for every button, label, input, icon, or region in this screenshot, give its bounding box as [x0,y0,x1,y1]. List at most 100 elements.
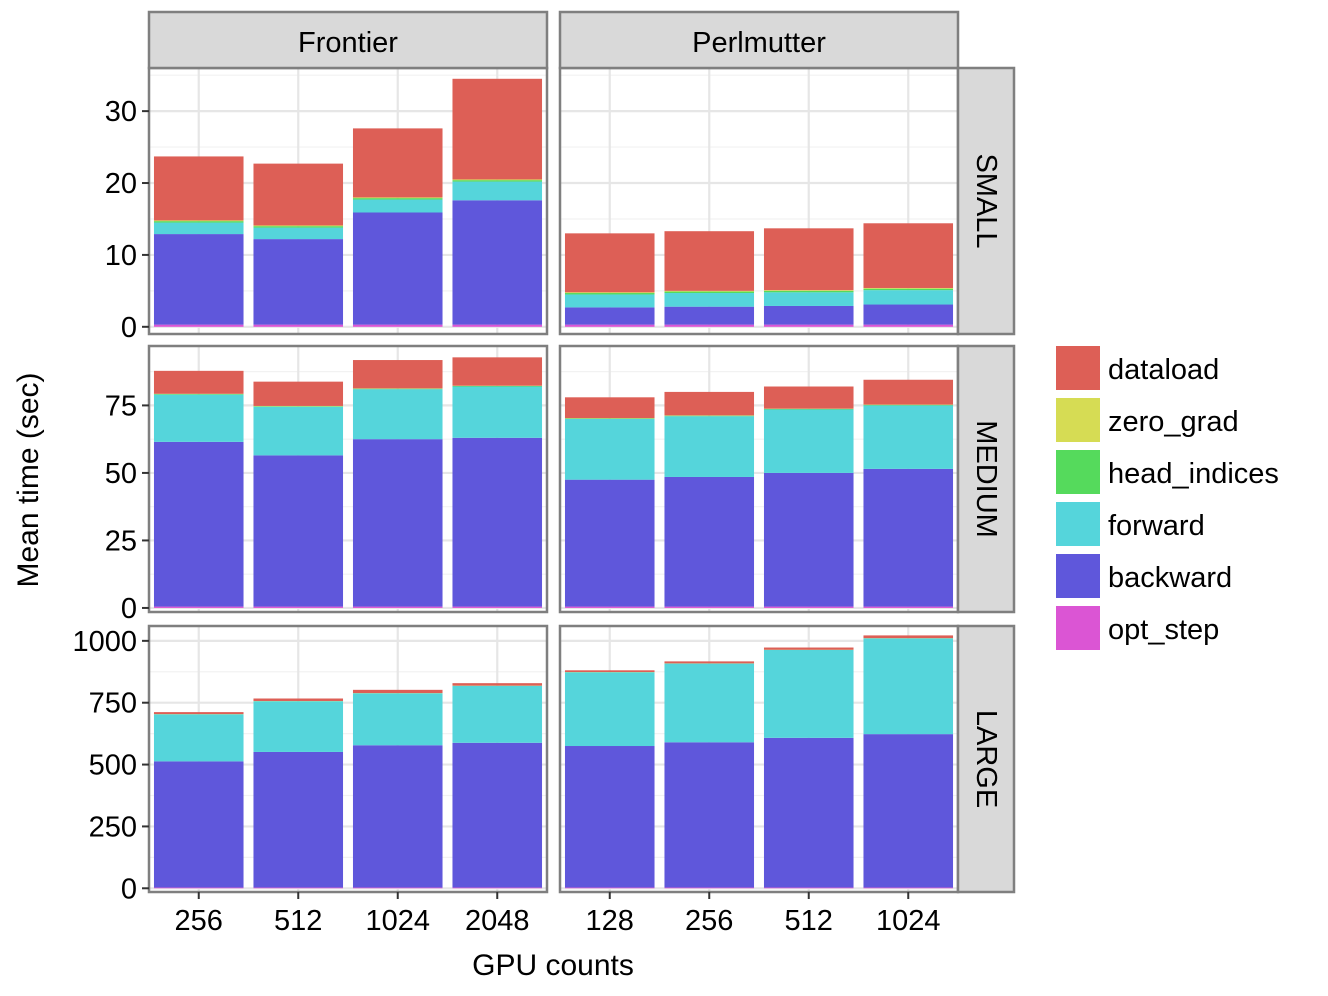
bar-dataload-256 [153,370,244,394]
x-tick-label: 128 [586,905,634,937]
facet-strip-large: LARGE [956,624,1016,894]
y-tick-label: 250 [89,811,137,843]
bar-opt_step-512 [763,887,854,889]
bar-forward-1024 [863,405,954,469]
bar-dataload-512 [253,698,344,701]
y-tick-label: 500 [89,750,137,782]
bar-head_indices-512 [253,226,344,228]
bar-opt_step-128 [564,324,655,327]
bar-dataload-1024 [352,689,443,694]
bar-opt_step-1024 [352,606,443,608]
x-tick-label: 1024 [365,905,430,937]
bar-dataload-512 [763,386,854,409]
bar-forward-256 [153,714,244,762]
bar-zero_grad-2048 [452,179,543,181]
y-tick-label: 75 [105,390,137,422]
bar-dataload-512 [763,228,854,291]
bar-opt_step-256 [664,887,755,889]
x-tick-label: 1024 [876,905,941,937]
bar-forward-512 [763,409,854,473]
bar-opt_step-1024 [352,887,443,889]
bar-head_indices-256 [664,415,755,417]
bar-forward-512 [763,292,854,306]
bar-forward-512 [253,406,344,456]
bar-forward-1024 [863,638,954,735]
y-tick-label: 20 [105,168,137,200]
bar-head_indices-512 [763,290,854,293]
bar-zero_grad-1024 [863,287,954,289]
bar-opt_step-1024 [863,324,954,327]
y-tick-label: 25 [105,525,137,557]
legend-label: backward [1108,562,1232,594]
bar-backward-512 [763,305,854,325]
bar-dataload-1024 [863,379,954,405]
bar-backward-512 [253,239,344,325]
strip-background [956,624,1016,894]
legend-label: opt_step [1108,614,1219,646]
bar-dataload-1024 [352,128,443,198]
y-tick-label: 0 [121,593,137,625]
bar-dataload-2048 [452,78,543,180]
strip-background [558,10,960,70]
bar-opt_step-512 [763,606,854,608]
legend-swatch [1056,346,1100,390]
bar-dataload-512 [253,381,344,406]
bar-head_indices-512 [763,408,854,410]
bar-forward-128 [564,294,655,308]
bar-opt_step-256 [664,324,755,327]
panel-small-frontier [147,66,549,336]
bar-backward-256 [153,441,244,607]
bar-forward-512 [253,701,344,752]
x-axis-title: GPU counts [472,949,634,982]
bar-backward-512 [763,737,854,888]
bar-backward-256 [664,476,755,607]
bar-dataload-256 [664,391,755,416]
bar-head_indices-256 [664,291,755,294]
bar-opt_step-1024 [352,324,443,327]
bar-head_indices-128 [564,293,655,295]
bar-dataload-128 [564,233,655,293]
bar-opt_step-256 [153,887,244,889]
bar-opt_step-256 [664,606,755,608]
bar-forward-256 [664,416,755,477]
panel-border [147,624,549,894]
bar-forward-512 [763,650,854,738]
bar-forward-2048 [452,386,543,438]
bar-backward-1024 [352,439,443,607]
bar-backward-1024 [352,745,443,888]
legend-item-zero_grad: zero_grad [1056,398,1239,442]
panels-layer [147,66,960,894]
bar-dataload-1024 [863,223,954,288]
bar-forward-1024 [863,290,954,305]
legend-label: head_indices [1108,458,1279,490]
bar-backward-128 [564,479,655,607]
strip-background [956,344,1016,614]
legend-swatch [1056,502,1100,546]
bar-backward-128 [564,307,655,325]
bar-opt_step-1024 [863,606,954,608]
panel-medium-frontier [147,344,549,614]
bar-opt_step-2048 [452,606,543,608]
x-tick-label: 512 [785,905,833,937]
bar-opt_step-1024 [863,887,954,889]
bar-backward-1024 [863,468,954,607]
legend-swatch [1056,606,1100,650]
bar-backward-2048 [452,200,543,325]
legend-item-forward: forward [1056,502,1205,546]
panel-large-perlmutter [558,624,960,894]
bar-forward-1024 [352,389,443,440]
bar-dataload-256 [664,231,755,291]
bar-opt_step-512 [763,324,854,327]
bar-forward-2048 [452,181,543,201]
bar-forward-256 [153,394,244,442]
bar-backward-256 [664,742,755,888]
x-tick-label: 256 [175,905,223,937]
bar-opt_step-128 [564,606,655,608]
panel-medium-perlmutter [558,344,960,614]
bar-backward-512 [253,751,344,888]
bar-dataload-256 [153,156,244,221]
bar-backward-512 [253,455,344,607]
bar-backward-2048 [452,742,543,888]
